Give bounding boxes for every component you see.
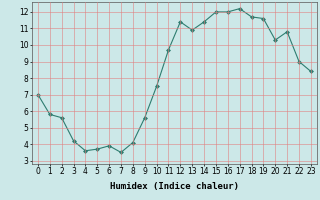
X-axis label: Humidex (Indice chaleur): Humidex (Indice chaleur) [110,182,239,191]
